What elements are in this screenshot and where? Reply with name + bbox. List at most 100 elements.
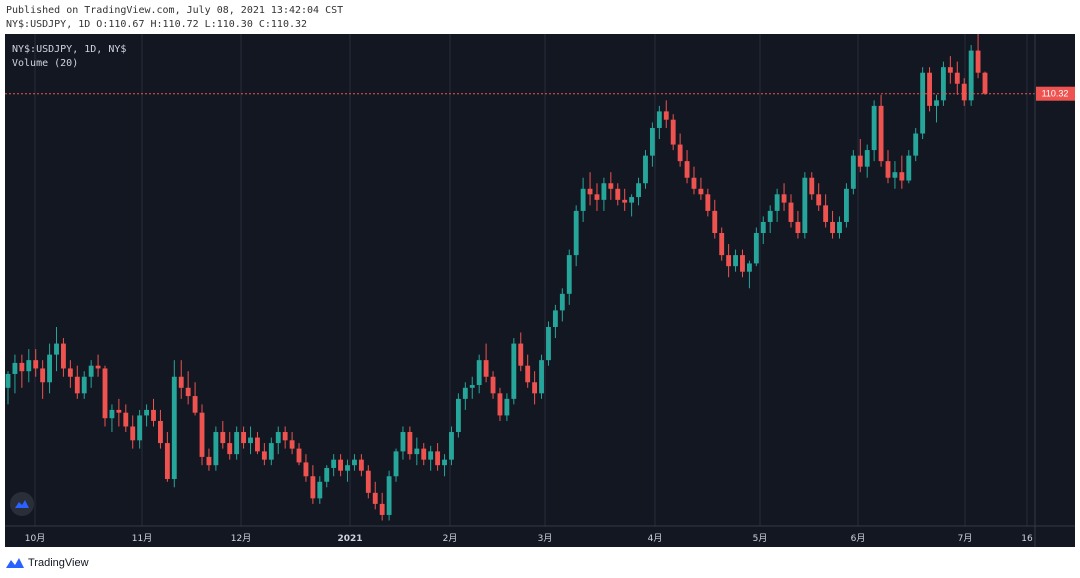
candle-body — [788, 202, 794, 222]
grid-lines — [34, 34, 1028, 526]
candle-body — [518, 343, 524, 366]
x-tick-label: 11月 — [132, 533, 152, 544]
candle-body — [372, 492, 378, 504]
candle-body — [684, 161, 690, 178]
x-tick-label: 10月 — [25, 533, 45, 544]
candle-body — [12, 362, 18, 374]
candle-body — [497, 393, 503, 416]
candle-body — [947, 67, 953, 73]
candle-body — [733, 255, 738, 267]
candle-body — [920, 72, 926, 134]
candle-body — [781, 194, 787, 203]
candle-body — [379, 503, 385, 515]
candle-body — [19, 362, 25, 372]
ohlc-caption: NY$:USDJPY, 1D O:110.67 H:110.72 L:110.3… — [6, 19, 308, 30]
candle-body — [303, 462, 309, 477]
candle-body — [649, 127, 655, 156]
price-chart[interactable]: 110.32 10月 11月 12月 2021 2月 3月 4月 5月 6月 7月 16 NY$:U… — [5, 34, 1075, 547]
candle-body — [338, 459, 344, 471]
candle-body — [33, 360, 39, 369]
candle-body — [220, 432, 226, 444]
candle-body — [802, 177, 808, 234]
candle-body — [670, 119, 676, 145]
candle-body — [857, 155, 863, 167]
candle-body — [746, 263, 752, 272]
candle-body — [158, 420, 163, 444]
last-price-label: 110.32 — [1042, 89, 1069, 99]
candle-body — [185, 387, 191, 397]
candle-body — [123, 412, 129, 427]
candle-body — [95, 365, 101, 369]
candle-body — [490, 376, 496, 394]
candle-body — [892, 172, 898, 178]
candle-body — [358, 459, 364, 471]
candle-body — [587, 188, 593, 195]
candle-body — [539, 360, 544, 394]
candle-body — [331, 459, 337, 468]
candle-body — [81, 376, 87, 394]
candle-body — [636, 183, 641, 198]
candle-body — [171, 376, 177, 480]
x-tick-label: 4月 — [648, 533, 663, 544]
last-price-tag-box — [1036, 86, 1075, 101]
candle-body — [476, 360, 482, 386]
candle-body — [767, 210, 773, 222]
candle-body — [677, 144, 683, 162]
last-price-tag: 110.32 — [1036, 86, 1075, 101]
candle-body — [975, 50, 981, 73]
candle-body — [927, 72, 932, 106]
candle-body — [906, 155, 912, 181]
candle-body — [88, 365, 94, 377]
candle-body — [594, 194, 600, 200]
candle-body — [601, 183, 607, 200]
candle-body — [74, 376, 80, 394]
candle-body — [206, 456, 212, 466]
candle-body — [310, 476, 316, 499]
candle-body — [760, 221, 766, 234]
candle-body — [573, 210, 579, 256]
candle-body — [421, 448, 427, 460]
candle-body — [164, 443, 170, 480]
candle-body — [116, 409, 122, 413]
candle-body — [629, 197, 635, 203]
candle-body — [352, 459, 357, 466]
candle-body — [532, 382, 538, 394]
candle-body — [837, 221, 842, 234]
candle-body — [663, 111, 669, 120]
candle-body — [102, 368, 108, 419]
candle-body — [566, 255, 572, 294]
footer-brand[interactable]: TradingView — [6, 557, 89, 569]
candle-body — [317, 481, 323, 499]
candle-body — [698, 188, 704, 195]
candle-body — [213, 432, 219, 466]
candle-body — [296, 448, 302, 463]
candle-body — [345, 465, 350, 471]
candle-body — [656, 111, 662, 128]
candle-body — [137, 415, 143, 441]
candle-body — [386, 476, 392, 515]
candle-body — [546, 326, 551, 361]
candle-body — [941, 67, 946, 101]
x-tick-label: 5月 — [753, 533, 768, 544]
footer-brand-label: TradingView — [28, 557, 89, 569]
candle-body — [365, 470, 371, 493]
candle-body — [400, 432, 406, 452]
x-tick-label: 2月 — [443, 533, 458, 544]
candle-body — [483, 360, 489, 377]
chart-canvas[interactable]: 110.32 10月 11月 12月 2021 2月 3月 4月 5月 6月 7月 16 NY$:U… — [5, 34, 1075, 547]
candle-body — [40, 368, 46, 383]
candle-body — [809, 177, 815, 195]
candle-body — [268, 443, 274, 460]
candle-body — [795, 221, 801, 234]
candle-body — [816, 194, 822, 206]
candle-body — [719, 233, 725, 256]
candle-body — [885, 161, 891, 178]
x-tick-label: 6月 — [851, 533, 866, 544]
candle-body — [504, 398, 510, 416]
candle-body — [525, 365, 531, 383]
candle-body — [462, 387, 468, 399]
tradingview-logo-icon — [6, 557, 24, 568]
candles — [5, 34, 988, 521]
candle-body — [469, 385, 475, 388]
candle-body — [151, 409, 156, 421]
